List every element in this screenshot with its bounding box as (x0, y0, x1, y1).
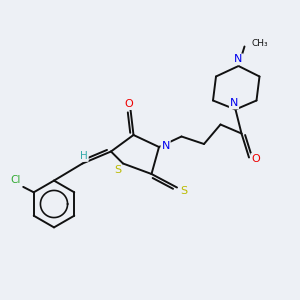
Text: N: N (234, 54, 243, 64)
Text: CH₃: CH₃ (251, 39, 268, 48)
Text: O: O (124, 99, 134, 109)
Text: S: S (114, 165, 121, 175)
Text: H: H (80, 151, 88, 161)
Text: S: S (180, 185, 187, 196)
Text: Cl: Cl (11, 175, 21, 185)
Text: O: O (251, 154, 260, 164)
Text: N: N (161, 140, 170, 151)
Text: N: N (230, 98, 238, 109)
